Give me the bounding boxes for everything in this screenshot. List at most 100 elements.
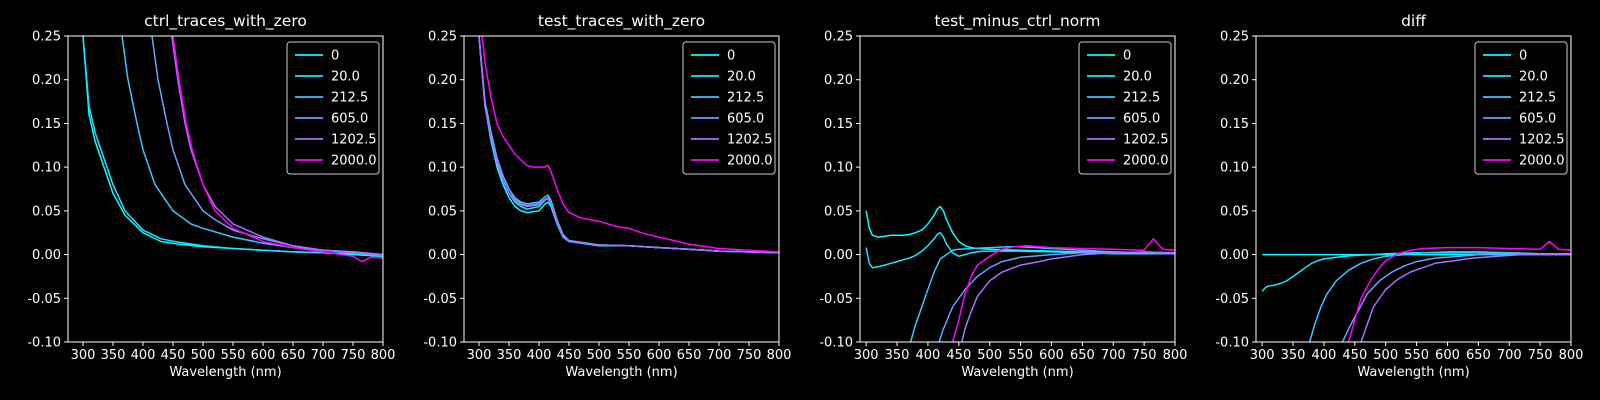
x-tick-label: 450 — [557, 348, 582, 363]
legend-label: 212.5 — [331, 91, 368, 106]
x-axis-label: Wavelength (nm) — [1357, 365, 1469, 380]
x-tick-label: 600 — [1039, 348, 1064, 363]
series-line-212-5 — [1308, 251, 1571, 342]
chart-title: test_traces_with_zero — [538, 12, 705, 31]
x-axis-label: Wavelength (nm) — [961, 365, 1073, 380]
x-tick-label: 400 — [916, 348, 941, 363]
x-tick-label: 700 — [707, 348, 732, 363]
y-tick-label: 0.25 — [1220, 30, 1249, 45]
x-tick-label: 500 — [977, 348, 1002, 363]
chart-panel-2: 300 350 400 450 500 550 600 650 700 750 800 -0.10 -0… — [423, 12, 791, 380]
chart-panel-1: 300 350 400 450 500 550 600 650 700 750 800 -0.10 -0… — [27, 12, 395, 380]
legend: 0 20.0 212.5 605.0 1202.5 2000.0 — [682, 41, 776, 175]
x-tick-label: 350 — [885, 348, 910, 363]
y-tick-label: -0.10 — [27, 336, 61, 351]
axes-frame — [859, 35, 1176, 343]
y-tick-label: 0.20 — [428, 73, 457, 88]
x-tick-label: 750 — [1528, 348, 1553, 363]
x-tick-label: 300 — [467, 348, 492, 363]
legend-label: 0 — [1519, 49, 1527, 64]
series-line-20-0 — [82, 36, 383, 257]
x-tick-label: 800 — [1559, 348, 1584, 363]
x-tick-label: 550 — [1008, 348, 1033, 363]
legend-label: 20.0 — [1123, 70, 1152, 85]
legend-label: 0 — [1123, 49, 1131, 64]
legend-label: 1202.5 — [1123, 133, 1169, 148]
series-line-212-5 — [909, 245, 1175, 342]
legend-label: 605.0 — [331, 112, 368, 127]
chart-panel-4: 300 350 400 450 500 550 600 650 700 750 800 -0.10 -0… — [1215, 12, 1583, 380]
series-line-1202-5 — [171, 36, 383, 257]
legend-label: 1202.5 — [727, 133, 773, 148]
x-tick-label: 350 — [497, 348, 522, 363]
series-line-2000-0 — [1347, 240, 1571, 342]
legend-label: 2000.0 — [1519, 154, 1565, 169]
legend-label: 212.5 — [727, 91, 764, 106]
x-tick-label: 300 — [1250, 348, 1275, 363]
series-line-20-0 — [865, 231, 1175, 269]
x-tick-label: 300 — [71, 348, 96, 363]
y-tick-label: -0.05 — [27, 292, 61, 307]
x-tick-label: 650 — [677, 348, 702, 363]
chart-title: ctrl_traces_with_zero — [144, 12, 307, 31]
x-tick-label: 600 — [1435, 348, 1460, 363]
y-tick-label: -0.10 — [423, 336, 457, 351]
y-tick-label: 0.15 — [1220, 117, 1249, 132]
series-line-2000-0 — [951, 238, 1175, 342]
legend-label: 2000.0 — [727, 154, 773, 169]
x-tick-label: 700 — [1497, 348, 1522, 363]
y-tick-label: 0.00 — [428, 248, 457, 263]
y-tick-label: 0.10 — [1220, 161, 1249, 176]
y-tick-label: -0.10 — [1215, 336, 1249, 351]
x-tick-label: 600 — [251, 348, 276, 363]
series-line-0 — [865, 205, 1175, 255]
x-tick-label: 450 — [946, 348, 971, 363]
series-line-1202-5 — [961, 251, 1175, 342]
y-tick-label: -0.10 — [819, 336, 853, 351]
x-tick-label: 500 — [191, 348, 216, 363]
y-tick-label: 0.10 — [32, 161, 61, 176]
y-tick-label: 0.20 — [1220, 73, 1249, 88]
legend-label: 2000.0 — [331, 154, 377, 169]
x-tick-label: 750 — [341, 348, 366, 363]
y-tick-label: 0.20 — [32, 73, 61, 88]
x-tick-label: 700 — [311, 348, 336, 363]
legend-label: 605.0 — [1519, 112, 1556, 127]
y-tick-label: -0.05 — [819, 292, 853, 307]
x-tick-label: 400 — [131, 348, 156, 363]
y-tick-label: 0.25 — [824, 30, 853, 45]
y-tick-label: 0.10 — [428, 161, 457, 176]
legend-label: 0 — [331, 49, 339, 64]
axes-frame — [67, 35, 384, 343]
x-tick-label: 400 — [1312, 348, 1337, 363]
x-tick-label: 800 — [1163, 348, 1188, 363]
axes-frame — [1255, 35, 1572, 343]
legend: 0 20.0 212.5 605.0 1202.5 2000.0 — [1078, 41, 1172, 175]
x-tick-label: 550 — [221, 348, 246, 363]
series-line-20-0 — [1261, 252, 1571, 292]
legend-box — [286, 41, 380, 175]
x-tick-label: 450 — [161, 348, 186, 363]
chart-title: test_minus_ctrl_norm — [935, 12, 1101, 31]
x-tick-label: 750 — [737, 348, 762, 363]
legend-label: 605.0 — [727, 112, 764, 127]
y-tick-label: -0.05 — [423, 292, 457, 307]
x-axis-label: Wavelength (nm) — [565, 365, 677, 380]
y-tick-label: 0.05 — [32, 204, 61, 219]
legend-label: 20.0 — [1519, 70, 1548, 85]
chart-panel-3: 300 350 400 450 500 550 600 650 700 750 800 -0.10 -0… — [819, 12, 1187, 380]
legend-label: 20.0 — [727, 70, 756, 85]
x-tick-label: 500 — [1373, 348, 1398, 363]
x-axis-label: Wavelength (nm) — [169, 365, 281, 380]
y-tick-label: 0.05 — [428, 204, 457, 219]
x-tick-label: 650 — [1466, 348, 1491, 363]
x-tick-label: 450 — [1342, 348, 1367, 363]
x-tick-label: 550 — [1404, 348, 1429, 363]
axes-frame — [463, 35, 780, 343]
x-tick-label: 650 — [281, 348, 306, 363]
x-tick-label: 300 — [854, 348, 879, 363]
chart-title: diff — [1401, 12, 1426, 30]
legend-box — [1474, 41, 1568, 175]
x-tick-label: 550 — [617, 348, 642, 363]
